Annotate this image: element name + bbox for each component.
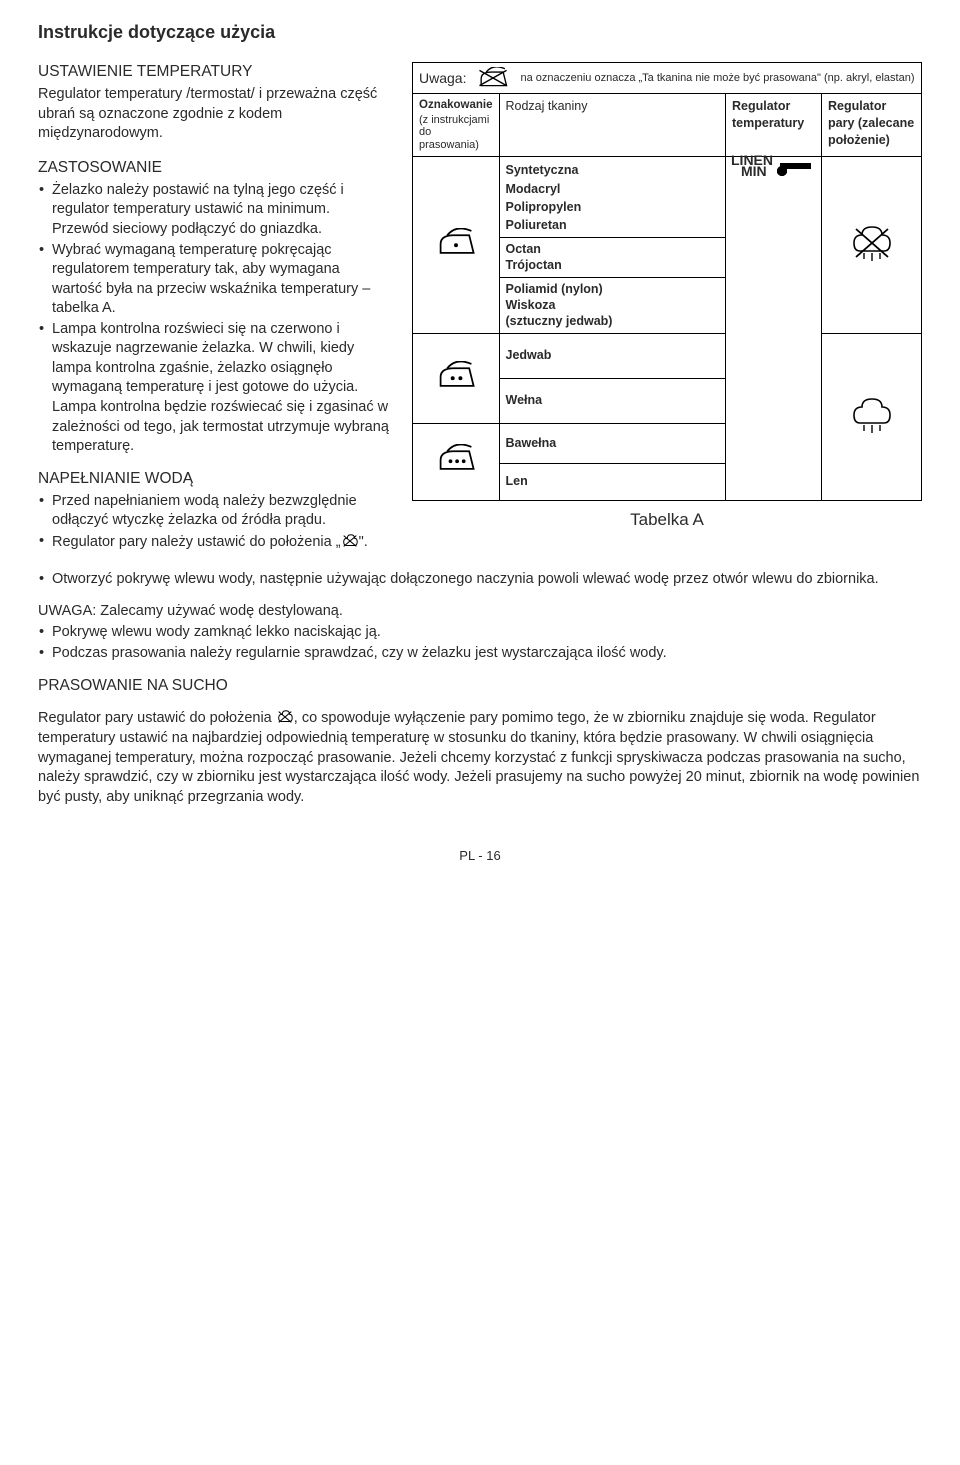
iron-3dot-cell <box>413 423 500 500</box>
sec3-head: NAPEŁNIANIE WODĄ <box>38 469 390 490</box>
left-column: USTAWIENIE TEMPERATURY Regulator tempera… <box>38 62 390 564</box>
fabric-r2-l2: (sztuczny jedwab) <box>506 314 720 330</box>
table-caption: Tabelka A <box>412 509 922 532</box>
fabric-r5-l0: Bawełna <box>506 436 720 452</box>
fabric-r1: OctanTrójoctan <box>499 238 726 278</box>
th-oznak-b: (z instrukcjami do prasowania) <box>419 114 493 152</box>
fabric-r6-l0: Len <box>506 474 720 490</box>
sec1-para: Regulator temperatury /termostat/ i prze… <box>38 85 390 144</box>
steam-cell <box>822 334 922 501</box>
fabric-r1-l0: Octan <box>506 242 720 258</box>
fabric-r0-l3: Polipropylen <box>506 198 720 216</box>
fabric-r3-l0: Jedwab <box>506 348 720 364</box>
no-steam-icon-inline <box>276 708 294 726</box>
fabric-r2: Poliamid (nylon)Wiskoza(sztuczny jedwab) <box>499 278 726 334</box>
th-oznak: Oznakowanie (z instrukcjami do prasowani… <box>413 94 500 156</box>
uwaga-label: Uwaga: <box>419 69 466 88</box>
th-steam: Regulator pary (zalecane położenie) <box>822 94 922 156</box>
no-steam-cloud-icon <box>850 221 894 265</box>
sec2-list: Żelazko należy postawić na tylną jego cz… <box>38 181 390 457</box>
iron-3dot-icon <box>434 444 478 474</box>
iron-2dot-cell <box>413 334 500 423</box>
fabric-r0-l4: Poliuretan <box>506 216 720 234</box>
th-rodzaj: Rodzaj tkaniny <box>499 94 726 156</box>
th-oznak-a: Oznakowanie <box>419 98 493 114</box>
uwaga-note-b2: Podczas prasowania należy regularnie spr… <box>38 644 922 664</box>
linen-label: LINEN <box>731 151 773 170</box>
regulator-scale-cell: MIN LINEN <box>726 156 822 500</box>
uwaga-note-head: UWAGA: Zalecamy używać wodę destylowaną. <box>38 602 922 622</box>
th-reg: Regulator temperatury <box>726 94 822 156</box>
steam-cloud-icon <box>850 393 894 437</box>
no-steam-cell <box>822 156 922 334</box>
no-steam-icon <box>341 532 359 550</box>
table-a-wrap: Uwaga: na oznaczeniu oznacza „Ta tkanina… <box>412 62 922 564</box>
sec3-cont: Otworzyć pokrywę wlewu wody, następnie u… <box>38 570 922 590</box>
sec2-head: ZASTOSOWANIE <box>38 158 390 179</box>
fabric-r2-l1: Wiskoza <box>506 298 720 314</box>
sec3-b2b: ". <box>359 534 368 550</box>
regulator-scale: MIN LINEN <box>780 163 811 169</box>
sec4-para: Regulator pary ustawić do położenia , co… <box>38 708 922 807</box>
fabric-r0-l0: Syntetyczna <box>506 161 720 179</box>
iron-1dot-cell <box>413 156 500 334</box>
fabric-r4-l0: Wełna <box>506 393 720 409</box>
iron-2dot-icon <box>434 361 478 391</box>
sec3-b1: Przed napełnianiem wodą należy bezwzględ… <box>38 492 390 531</box>
fabric-r3: Jedwab <box>499 334 726 379</box>
sec4-p1a: Regulator pary ustawić do położenia <box>38 710 276 726</box>
uwaga-note-b1: Pokrywę wlewu wody zamknąć lekko naciska… <box>38 623 922 643</box>
uwaga-row: Uwaga: na oznaczeniu oznacza „Ta tkanina… <box>412 62 922 93</box>
fabric-r6: Len <box>499 464 726 501</box>
sec1-head: USTAWIENIE TEMPERATURY <box>38 62 390 83</box>
sec3-list: Przed napełnianiem wodą należy bezwzględ… <box>38 492 390 553</box>
uwaga-note-list: Pokrywę wlewu wody zamknąć lekko naciska… <box>38 623 922 663</box>
page-footer: PL - 16 <box>38 847 922 865</box>
sec3-b2: Regulator pary należy ustawić do położen… <box>38 532 390 553</box>
fabric-r5: Bawełna <box>499 423 726 464</box>
sec4-head: PRASOWANIE NA SUCHO <box>38 676 922 697</box>
fabric-r2-l0: Poliamid (nylon) <box>506 282 720 298</box>
no-iron-icon <box>476 67 510 89</box>
fabric-table: Oznakowanie (z instrukcjami do prasowani… <box>412 93 922 501</box>
sec2-b2: Wybrać wymaganą temperaturę pokręcając r… <box>38 241 390 319</box>
page-title: Instrukcje dotyczące użycia <box>38 20 922 44</box>
sec3-b3: Otworzyć pokrywę wlewu wody, następnie u… <box>38 570 922 590</box>
sec2-b1: Żelazko należy postawić na tylną jego cz… <box>38 181 390 240</box>
iron-1dot-icon <box>434 228 478 258</box>
fabric-r0-l2: Modacryl <box>506 180 720 198</box>
sec3-b2a: Regulator pary należy ustawić do położen… <box>52 534 341 550</box>
uwaga-text: na oznaczeniu oznacza „Ta tkanina nie mo… <box>520 72 915 85</box>
sec2-b3: Lampa kontrolna rozświeci się na czerwon… <box>38 320 390 457</box>
fabric-r0: SyntetycznaModacrylPolipropylenPoliureta… <box>499 156 726 238</box>
fabric-r1-l1: Trójoctan <box>506 258 720 274</box>
scale-dot-6 <box>777 166 787 176</box>
fabric-r4: Wełna <box>499 378 726 423</box>
